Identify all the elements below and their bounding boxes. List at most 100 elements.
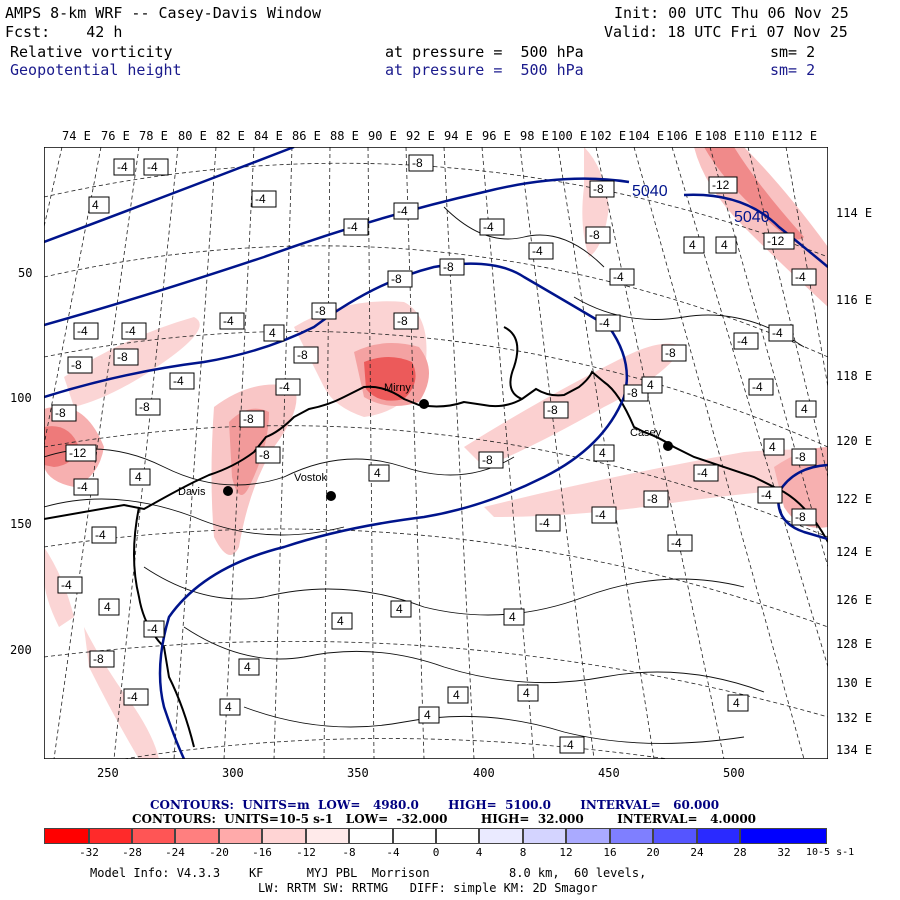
svg-text:-4: -4 [737, 334, 748, 348]
colorbar-label: -28 [122, 846, 142, 859]
svg-text:-8: -8 [412, 156, 423, 170]
svg-text:4: 4 [453, 688, 460, 702]
svg-text:-8: -8 [647, 492, 658, 506]
svg-text:-4: -4 [595, 508, 606, 522]
svg-text:-8: -8 [297, 348, 308, 362]
colorbar-label: 0 [432, 846, 440, 859]
svg-text:-8: -8 [55, 406, 66, 420]
svg-text:4: 4 [92, 198, 99, 212]
svg-text:-4: -4 [752, 380, 763, 394]
svg-text:-4: -4 [147, 160, 158, 174]
svg-text:-4: -4 [173, 374, 184, 388]
x-label: 400 [473, 766, 495, 780]
height-contour-info: CONTOURS: UNITS=m LOW= 4980.0 HIGH= 5100… [150, 798, 720, 812]
colorbar-unit: 10-5 s-1 [806, 847, 855, 858]
svg-text:-8: -8 [139, 400, 150, 414]
lon-label: 128 E [836, 637, 873, 651]
station-mirny: Mirny [384, 382, 411, 394]
svg-text:4: 4 [135, 470, 142, 484]
svg-text:-4: -4 [761, 488, 772, 502]
svg-text:-8: -8 [665, 346, 676, 360]
station-markers [223, 399, 673, 501]
svg-text:4: 4 [396, 602, 403, 616]
height-label: 5040 [632, 183, 668, 200]
y-label: 150 [10, 517, 32, 531]
svg-text:-4: -4 [532, 244, 543, 258]
colorbar-label: 12 [559, 846, 573, 859]
lon-label: 92 E [406, 129, 435, 143]
colorbar-label: -4 [386, 846, 400, 859]
svg-text:-4: -4 [147, 622, 158, 636]
svg-text:4: 4 [733, 696, 740, 710]
svg-text:-4: -4 [772, 326, 783, 340]
x-label: 300 [222, 766, 244, 780]
colorbar-label: 32 [777, 846, 791, 859]
svg-text:-4: -4 [795, 270, 806, 284]
x-label: 250 [97, 766, 119, 780]
y-label: 100 [10, 391, 32, 405]
svg-text:4: 4 [769, 440, 776, 454]
svg-text:4: 4 [647, 378, 654, 392]
colorbar-label: 16 [603, 846, 617, 859]
svg-text:-8: -8 [593, 182, 604, 196]
colorbar-label: 28 [733, 846, 747, 859]
svg-text:-4: -4 [117, 160, 128, 174]
field1-smoothing: sm= 2 [770, 43, 816, 61]
lon-label: 100 E [551, 129, 588, 143]
forecast-hour: Fcst: 42 h [5, 23, 123, 41]
field2-level: at pressure = 500 hPa [385, 61, 584, 79]
lon-label: 86 E [292, 129, 321, 143]
field1-level: at pressure = 500 hPa [385, 43, 584, 61]
svg-text:-8: -8 [315, 304, 326, 318]
lon-label: 126 E [836, 593, 873, 607]
svg-text:-4: -4 [613, 270, 624, 284]
colorbar-label: 4 [475, 846, 483, 859]
lon-label: 84 E [254, 129, 283, 143]
lon-label: 118 E [836, 369, 873, 383]
lon-label: 98 E [520, 129, 549, 143]
svg-text:-8: -8 [547, 403, 558, 417]
y-label: 200 [10, 643, 32, 657]
field2-smoothing: sm= 2 [770, 61, 816, 79]
svg-text:4: 4 [424, 708, 431, 722]
svg-text:-8: -8 [482, 453, 493, 467]
svg-text:-12: -12 [712, 178, 730, 192]
svg-text:-8: -8 [243, 412, 254, 426]
station-vostok: Vostok [294, 472, 328, 484]
svg-text:-4: -4 [397, 204, 408, 218]
colorbar-label: -32 [79, 846, 99, 859]
lon-label: 80 E [178, 129, 207, 143]
svg-text:4: 4 [225, 700, 232, 714]
map-title: AMPS 8-km WRF -- Casey-Davis Window [5, 4, 322, 22]
svg-text:-4: -4 [255, 192, 266, 206]
colorbar-label: -12 [296, 846, 316, 859]
lon-label: 106 E [666, 129, 703, 143]
station-davis: Davis [178, 486, 206, 498]
svg-text:-4: -4 [563, 738, 574, 752]
lon-label: 96 E [482, 129, 511, 143]
svg-text:-8: -8 [117, 350, 128, 364]
svg-text:-4: -4 [279, 380, 290, 394]
init-time: Init: 00 UTC Thu 06 Nov 25 [614, 4, 849, 22]
model-info: Model Info: V4.3.3 KF MYJ PBL Morrison 8… [90, 866, 647, 880]
svg-text:4: 4 [689, 238, 696, 252]
svg-text:-4: -4 [223, 314, 234, 328]
svg-text:-8: -8 [589, 228, 600, 242]
lon-label: 134 E [836, 743, 873, 757]
lon-label: 102 E [590, 129, 627, 143]
lon-label: 132 E [836, 711, 873, 725]
lon-label: 74 E [62, 129, 91, 143]
svg-text:-8: -8 [443, 260, 454, 274]
x-label: 450 [598, 766, 620, 780]
lon-label: 114 E [836, 206, 873, 220]
svg-text:-12: -12 [69, 446, 87, 460]
lon-label: 82 E [216, 129, 245, 143]
svg-text:4: 4 [374, 466, 381, 480]
y-label: 50 [18, 266, 33, 280]
lon-label: 78 E [139, 129, 168, 143]
svg-text:-4: -4 [539, 516, 550, 530]
lon-label: 112 E [781, 129, 818, 143]
svg-text:4: 4 [801, 402, 808, 416]
lon-label: 110 E [743, 129, 780, 143]
lon-label: 130 E [836, 676, 873, 690]
